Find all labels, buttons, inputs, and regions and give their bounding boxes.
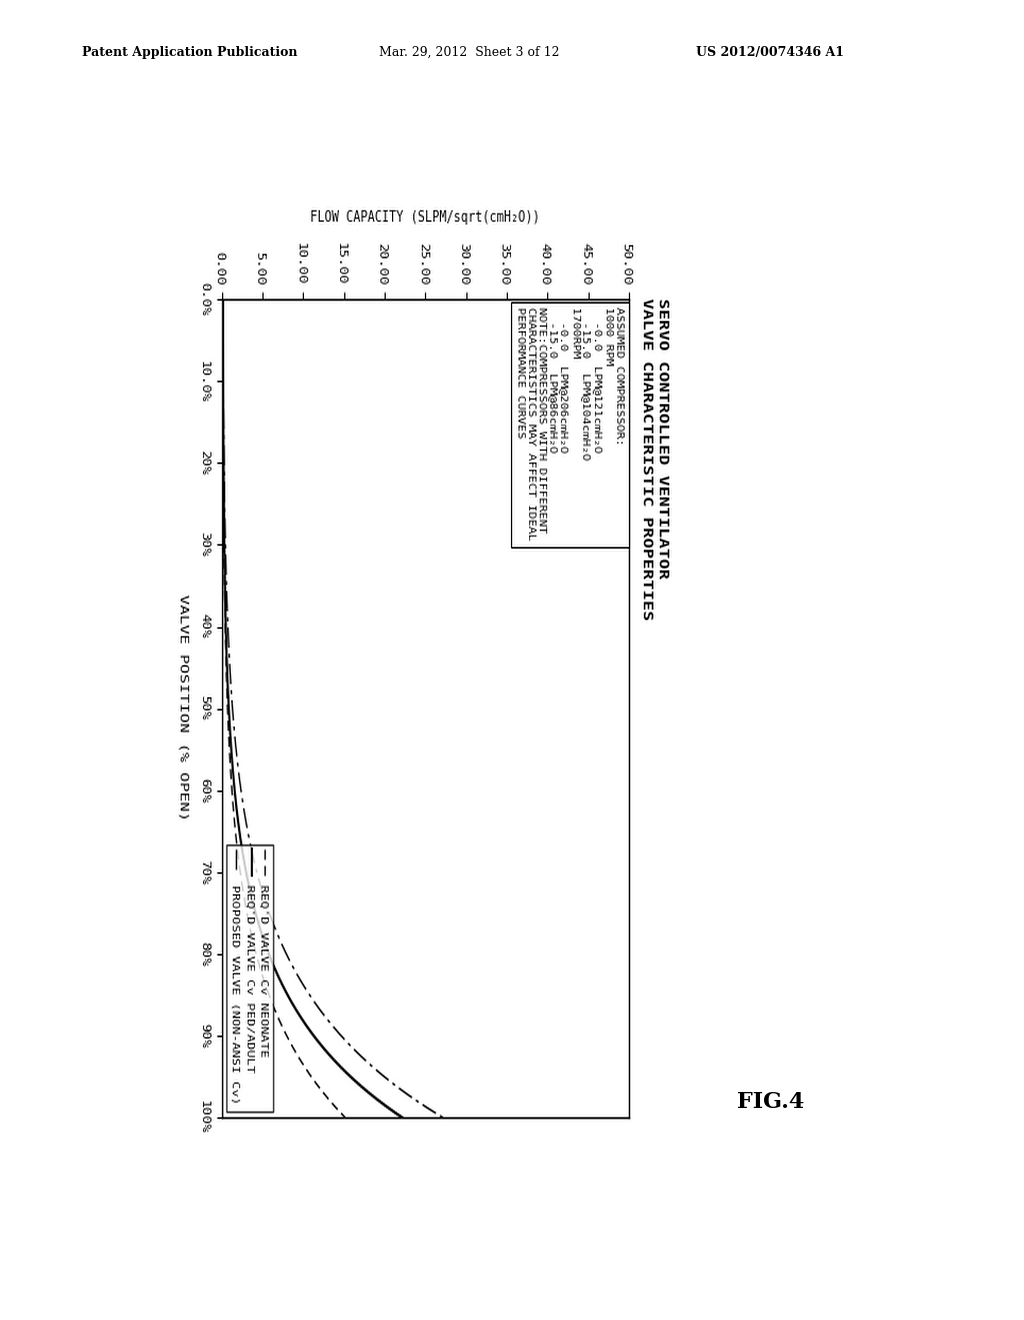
Text: FIG.4: FIG.4 xyxy=(737,1092,805,1113)
Text: US 2012/0074346 A1: US 2012/0074346 A1 xyxy=(696,46,845,59)
Text: Mar. 29, 2012  Sheet 3 of 12: Mar. 29, 2012 Sheet 3 of 12 xyxy=(379,46,559,59)
Text: Patent Application Publication: Patent Application Publication xyxy=(82,46,297,59)
